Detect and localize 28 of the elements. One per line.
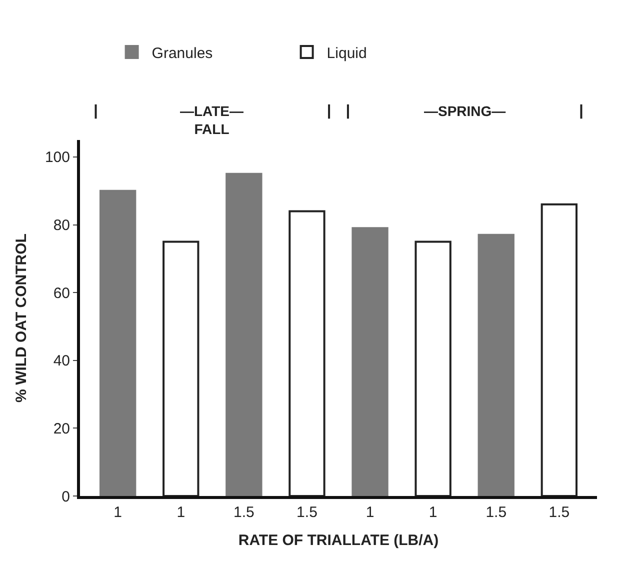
bar — [414, 240, 452, 496]
y-tick-label: 80 — [53, 217, 70, 234]
y-tick-label: 40 — [53, 352, 70, 370]
x-tick-label: 1.5 — [296, 504, 318, 521]
bar — [352, 227, 388, 496]
x-axis-title: RATE OF TRIALLATE (LB/A) — [238, 532, 439, 549]
y-axis-title: % WILD OAT CONTROL — [13, 234, 30, 402]
y-tick-label: 60 — [53, 284, 70, 302]
y-tick-label: 20 — [53, 420, 70, 438]
x-tick-label: 1.5 — [548, 504, 570, 521]
legend-label: Granules — [152, 44, 213, 62]
x-tick-label: 1 — [114, 504, 122, 521]
y-tick-label: 100 — [44, 149, 70, 166]
text: —LATE— FALL — [180, 103, 244, 138]
legend-label: Liquid — [326, 44, 367, 62]
bar — [99, 190, 136, 496]
y-tick-label: 0 — [62, 488, 70, 506]
x-tick-label: 1.5 — [486, 504, 507, 521]
x-tick-label: 1.5 — [234, 504, 254, 521]
x-tick-label: 1 — [366, 504, 374, 521]
x-tick-label: 1 — [428, 504, 438, 521]
bar — [288, 210, 326, 496]
bar — [162, 240, 200, 496]
bar — [226, 172, 262, 496]
bar — [540, 203, 578, 496]
text: —SPRING— — [424, 103, 506, 119]
x-tick-label: 1 — [176, 504, 186, 521]
bar — [478, 234, 514, 496]
